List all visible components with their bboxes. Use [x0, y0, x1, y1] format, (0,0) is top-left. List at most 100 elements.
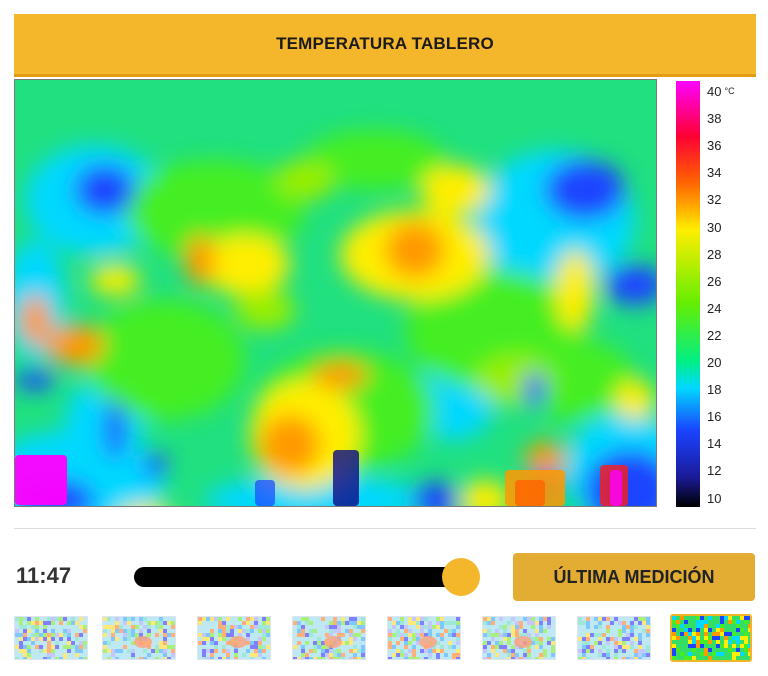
- heatmap-blob: [20, 295, 50, 345]
- thumbnail-pixel: [744, 616, 748, 620]
- thumbnail-pixel: [436, 625, 440, 629]
- thumbnail-pixel: [171, 649, 175, 653]
- thumbnail-pixel: [47, 621, 51, 625]
- thumbnail-pixel: [131, 617, 135, 621]
- thumbnail-pixel: [83, 645, 87, 649]
- thumbnail-pixel: [420, 633, 424, 637]
- scale-label: 26: [707, 273, 722, 289]
- thumbnail-pixel: [206, 657, 210, 659]
- thumbnail-pixel: [79, 633, 83, 637]
- thumbnail-pixel: [123, 645, 127, 649]
- thumbnail-pixel: [309, 633, 313, 637]
- thumbnail-pixel: [700, 644, 704, 648]
- thumbnail-pixel: [67, 637, 71, 641]
- thumbnail-pixel: [341, 633, 345, 637]
- heatmap-blob: [15, 370, 55, 390]
- thumbnail-pixel: [301, 649, 305, 653]
- thumbnail-pixel: [692, 640, 696, 644]
- thumbnail-pixel: [51, 617, 55, 621]
- thumbnail-pixel: [487, 633, 491, 637]
- thumbnail-pixel: [748, 652, 750, 656]
- thumbnail-pixel: [349, 633, 353, 637]
- thumbnail-pixel: [23, 633, 27, 637]
- thumbnail-pixel: [39, 621, 43, 625]
- thumbnail-1[interactable]: [14, 616, 88, 660]
- thumbnail-pixel: [630, 633, 634, 637]
- thumbnail-pixel: [684, 620, 688, 624]
- thumbnail-2[interactable]: [102, 616, 176, 660]
- thumbnail-pixel: [345, 629, 349, 633]
- thumbnail-pixel: [218, 617, 222, 621]
- thumbnail-pixel: [618, 641, 622, 645]
- thumbnail-pixel: [618, 645, 622, 649]
- thumbnail-pixel: [206, 649, 210, 653]
- thumbnail-3[interactable]: [197, 616, 271, 660]
- thumbnail-pixel: [357, 633, 361, 637]
- thumbnail-pixel: [400, 633, 404, 637]
- thumbnail-pixel: [226, 657, 230, 659]
- thumbnail-8[interactable]: [670, 614, 752, 662]
- thumbnail-pixel: [586, 641, 590, 645]
- thumbnail-pixel: [317, 637, 321, 641]
- thumbnail-pixel: [700, 620, 704, 624]
- thumbnail-pixel: [111, 637, 115, 641]
- thumbnail-pixel: [716, 644, 720, 648]
- thumbnail-pixel: [83, 657, 87, 659]
- thumbnail-pixel: [71, 641, 75, 645]
- thumbnail-pixel: [139, 657, 143, 659]
- thumbnail-hot-spot: [324, 636, 342, 648]
- thumbnail-pixel: [313, 649, 317, 653]
- thumbnail-pixel: [436, 641, 440, 645]
- thumbnail-7[interactable]: [577, 616, 651, 660]
- thumbnail-pixel: [626, 657, 630, 659]
- thumbnail-pixel: [436, 617, 440, 621]
- thumbnail-pixel: [708, 640, 712, 644]
- thumbnail-pixel: [115, 657, 119, 659]
- thumbnail-pixel: [676, 620, 680, 624]
- thumbnail-pixel: [206, 617, 210, 621]
- thumbnail-pixel: [483, 629, 487, 633]
- thumbnail-hot-spot: [229, 636, 247, 648]
- time-slider-thumb[interactable]: [441, 558, 480, 596]
- thumbnail-5[interactable]: [387, 616, 461, 660]
- thumbnail-pixel: [736, 640, 740, 644]
- thumbnail-pixel: [297, 641, 301, 645]
- heatmap-blob: [85, 300, 245, 420]
- thumbnail-pixel: [495, 653, 499, 657]
- thumbnail-pixel: [614, 645, 618, 649]
- thumbnail-pixel: [744, 620, 748, 624]
- thumbnail-pixel: [222, 637, 226, 641]
- thumbnail-pixel: [531, 617, 535, 621]
- thumbnail-pixel: [353, 637, 357, 641]
- thumbnail-pixel: [598, 637, 602, 641]
- thumbnail-pixel: [728, 616, 732, 620]
- last-measurement-button[interactable]: ÚLTIMA MEDICIÓN: [513, 553, 755, 601]
- thumbnail-pixel: [551, 645, 555, 649]
- thumbnail-pixel: [111, 653, 115, 657]
- thumbnail-pixel: [515, 621, 519, 625]
- thumbnail-pixel: [262, 625, 266, 629]
- thumbnail-pixel: [634, 625, 638, 629]
- thumbnail-pixel: [732, 652, 736, 656]
- thumbnail-pixel: [103, 645, 107, 649]
- thumbnail-pixel: [716, 652, 720, 656]
- thumbnail-pixel: [412, 657, 416, 659]
- thumbnail-pixel: [147, 645, 151, 649]
- thumbnail-pixel: [361, 629, 365, 633]
- thumbnail-4[interactable]: [292, 616, 366, 660]
- thumbnail-pixel: [75, 649, 79, 653]
- thumbnail-6[interactable]: [482, 616, 556, 660]
- thumbnail-pixel: [646, 621, 650, 625]
- thumbnail-pixel: [143, 649, 147, 653]
- thumbnail-pixel: [539, 625, 543, 629]
- thumbnail-pixel: [412, 621, 416, 625]
- thumbnail-pixel: [202, 649, 206, 653]
- thumbnail-pixel: [491, 649, 495, 653]
- thumbnail-image: [15, 617, 87, 659]
- thumbnail-pixel: [503, 629, 507, 633]
- thumbnail-pixel: [159, 649, 163, 653]
- thumbnail-pixel: [491, 637, 495, 641]
- time-slider-track[interactable]: [134, 567, 464, 587]
- thumbnail-pixel: [297, 625, 301, 629]
- thumbnail-pixel: [744, 632, 748, 636]
